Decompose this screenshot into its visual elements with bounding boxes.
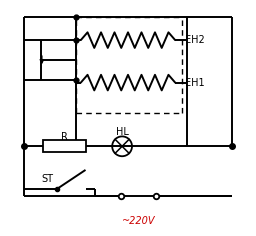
FancyBboxPatch shape [43,140,86,152]
Text: ST: ST [42,174,54,184]
Text: EH2: EH2 [185,35,204,45]
Text: EH1: EH1 [185,78,204,88]
Text: HL: HL [116,127,129,137]
Text: ~220V: ~220V [122,216,155,226]
Text: R: R [61,132,68,142]
